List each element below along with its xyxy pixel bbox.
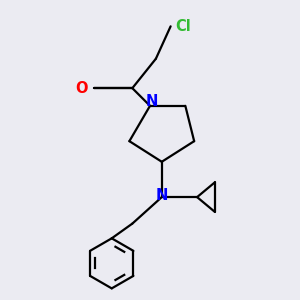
Text: N: N	[156, 188, 168, 203]
Text: O: O	[76, 81, 88, 96]
Text: Cl: Cl	[175, 19, 191, 34]
Text: N: N	[145, 94, 158, 109]
